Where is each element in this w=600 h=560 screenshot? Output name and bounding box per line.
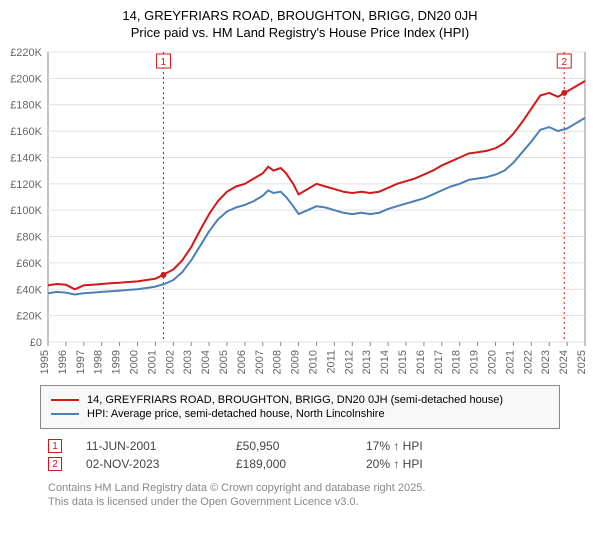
svg-text:2015: 2015 <box>397 350 409 374</box>
title-line1: 14, GREYFRIARS ROAD, BROUGHTON, BRIGG, D… <box>0 8 600 23</box>
svg-text:2010: 2010 <box>308 350 320 374</box>
svg-text:£40K: £40K <box>16 284 42 296</box>
svg-text:£80K: £80K <box>16 232 42 244</box>
svg-text:2009: 2009 <box>290 350 302 374</box>
svg-text:2016: 2016 <box>415 350 427 374</box>
svg-text:2004: 2004 <box>200 350 212 374</box>
annotation-diff-1: 17% ↑ HPI <box>366 439 423 453</box>
svg-text:£180K: £180K <box>10 100 42 112</box>
svg-text:2002: 2002 <box>164 350 176 374</box>
svg-text:2008: 2008 <box>272 350 284 374</box>
svg-text:2011: 2011 <box>325 350 337 374</box>
legend-row-hpi: HPI: Average price, semi-detached house,… <box>51 408 549 420</box>
svg-text:2014: 2014 <box>379 350 391 374</box>
svg-text:2020: 2020 <box>487 350 499 374</box>
svg-text:2021: 2021 <box>504 350 516 374</box>
legend-label-property: 14, GREYFRIARS ROAD, BROUGHTON, BRIGG, D… <box>87 394 503 406</box>
annotation-date-2: 02-NOV-2023 <box>86 457 236 471</box>
annotation-marker-2: 2 <box>48 457 62 471</box>
footer-line1: Contains HM Land Registry data © Crown c… <box>48 481 600 495</box>
svg-text:1: 1 <box>161 57 167 68</box>
svg-text:1996: 1996 <box>57 350 69 374</box>
annotation-row-2: 2 02-NOV-2023 £189,000 20% ↑ HPI <box>48 457 558 471</box>
svg-text:£200K: £200K <box>10 73 42 85</box>
svg-text:£120K: £120K <box>10 179 42 191</box>
svg-text:2012: 2012 <box>343 350 355 374</box>
svg-text:2: 2 <box>561 57 567 68</box>
title-line2: Price paid vs. HM Land Registry's House … <box>0 25 600 40</box>
price-chart: £0 £20K £40K £60K £80K £100K £120K £140K £160K £1… <box>0 42 600 377</box>
footer-line2: This data is licensed under the Open Gov… <box>48 495 600 509</box>
svg-text:2007: 2007 <box>254 350 266 374</box>
svg-text:£0: £0 <box>30 337 42 349</box>
svg-text:2023: 2023 <box>540 350 552 374</box>
svg-text:£220K: £220K <box>10 47 42 59</box>
legend-swatch-property <box>51 399 79 401</box>
svg-text:2006: 2006 <box>236 350 248 374</box>
svg-text:£100K: £100K <box>10 205 42 217</box>
annotation-price-1: £50,950 <box>236 439 366 453</box>
annotation-marker-1: 1 <box>48 439 62 453</box>
svg-text:1998: 1998 <box>93 350 105 374</box>
svg-text:1999: 1999 <box>111 350 123 374</box>
svg-text:£60K: £60K <box>16 258 42 270</box>
svg-text:2001: 2001 <box>146 350 158 374</box>
legend: 14, GREYFRIARS ROAD, BROUGHTON, BRIGG, D… <box>40 385 560 429</box>
legend-row-property: 14, GREYFRIARS ROAD, BROUGHTON, BRIGG, D… <box>51 394 549 406</box>
annotation-date-1: 11-JUN-2001 <box>86 439 236 453</box>
svg-text:1997: 1997 <box>75 350 87 374</box>
svg-text:2017: 2017 <box>433 350 445 374</box>
svg-text:2005: 2005 <box>218 350 230 374</box>
svg-text:2000: 2000 <box>129 350 141 374</box>
legend-swatch-hpi <box>51 413 79 415</box>
chart-container: £0 £20K £40K £60K £80K £100K £120K £140K £160K £1… <box>0 42 600 377</box>
annotation-table: 1 11-JUN-2001 £50,950 17% ↑ HPI 2 02-NOV… <box>48 439 558 471</box>
svg-text:£20K: £20K <box>16 311 42 323</box>
svg-text:2013: 2013 <box>361 350 373 374</box>
svg-text:2024: 2024 <box>558 350 570 374</box>
svg-text:1995: 1995 <box>39 350 51 374</box>
svg-text:£140K: £140K <box>10 152 42 164</box>
svg-text:£160K: £160K <box>10 126 42 138</box>
svg-text:2018: 2018 <box>451 350 463 374</box>
svg-text:2003: 2003 <box>182 350 194 374</box>
annotation-diff-2: 20% ↑ HPI <box>366 457 423 471</box>
annotation-price-2: £189,000 <box>236 457 366 471</box>
svg-text:2025: 2025 <box>576 350 588 374</box>
footer-copyright: Contains HM Land Registry data © Crown c… <box>48 481 600 510</box>
svg-text:2022: 2022 <box>522 350 534 374</box>
svg-text:2019: 2019 <box>469 350 481 374</box>
legend-label-hpi: HPI: Average price, semi-detached house,… <box>87 408 385 420</box>
annotation-row-1: 1 11-JUN-2001 £50,950 17% ↑ HPI <box>48 439 558 453</box>
